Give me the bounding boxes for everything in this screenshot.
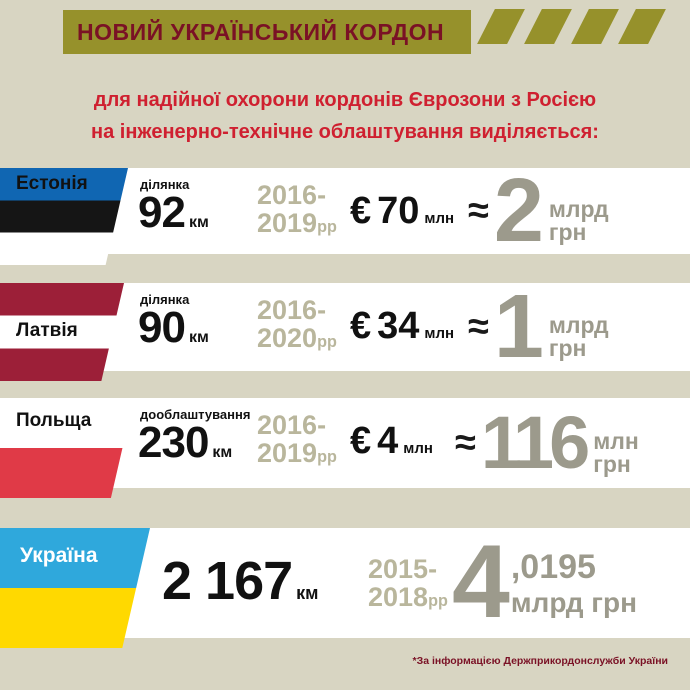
length-unit: км	[296, 583, 319, 603]
length-value: 2 167	[162, 551, 293, 611]
uah-amount: ≈ 1 млрд грн	[468, 276, 609, 377]
length-value: 92	[138, 188, 186, 237]
years-suffix: рр	[317, 332, 337, 351]
uah-unit-1: млрд	[548, 311, 609, 338]
uah-unit: млрд грн	[510, 586, 637, 618]
years-line-1: 2016-	[257, 410, 327, 440]
row-latvia: Латвія ділянка 90 км 2016- 2020рр €34 млн …	[0, 276, 690, 381]
uah-value: 2	[493, 160, 544, 261]
approx-sign: ≈	[468, 305, 489, 348]
euro-symbol: €	[350, 420, 372, 462]
subtitle-line-1: для надійної охорони кордонів Єврозони з…	[93, 89, 597, 111]
section-label: ділянка	[140, 177, 190, 192]
source-note: *За інформацією Держприкордонслужби Укра…	[412, 655, 668, 667]
years-line-2: 2019рр	[257, 207, 337, 238]
years-line-1: 2016-	[257, 180, 327, 210]
euro-unit: млн	[403, 440, 433, 457]
years-end: 2019	[257, 207, 318, 238]
page-title: НОВИЙ УКРАЇНСЬКИЙ КОРДОН	[77, 18, 445, 45]
years-line-2: 2018рр	[368, 581, 448, 612]
years-suffix: рр	[317, 447, 337, 466]
length-value: 230	[138, 418, 209, 467]
euro-symbol: €	[350, 305, 372, 347]
uah-decimal: ,0195	[510, 547, 596, 586]
funding-years: 2016- 2019рр	[257, 180, 337, 238]
row-ukraine: Україна 2 167 км 2015- 2018рр 4 ,0195 млр…	[0, 528, 690, 648]
euro-amount: €70 млн	[350, 190, 454, 233]
border-length: 92 км	[138, 188, 209, 238]
length-value: 90	[138, 303, 186, 352]
stripe-icon	[524, 9, 572, 44]
border-length: 90 км	[138, 303, 209, 353]
years-end: 2018	[368, 581, 429, 612]
euro-amount: €4 млн	[350, 420, 433, 463]
uah-value: 1	[493, 276, 544, 377]
years-end: 2019	[257, 437, 318, 468]
stripe-icon	[571, 9, 619, 44]
years-line-1: 2015-	[368, 554, 438, 584]
country-label: Польща	[16, 410, 92, 431]
section-label: дооблаштування	[140, 407, 251, 422]
uah-unit-1: млн	[593, 427, 639, 454]
country-label: Естонія	[16, 173, 88, 194]
uah-units: млн грн	[593, 427, 639, 477]
stripe-icon	[618, 9, 666, 44]
border-length: 230 км	[138, 418, 232, 468]
funding-years: 2016- 2020рр	[257, 295, 337, 353]
uah-amount: ≈ 116 млн грн	[455, 398, 639, 488]
euro-unit: млн	[424, 325, 455, 342]
approx-sign: ≈	[455, 421, 476, 464]
row-poland: Польща дооблаштування 230 км 2016- 2019рр…	[0, 398, 690, 498]
length-unit: км	[188, 214, 209, 231]
years-suffix: рр	[428, 591, 448, 610]
uah-amount: ≈ 2 млрд грн	[468, 160, 609, 261]
euro-unit: млн	[424, 210, 455, 227]
header-band: НОВИЙ УКРАЇНСЬКИЙ КОРДОН	[63, 10, 471, 54]
uah-value: 4	[452, 524, 510, 641]
uah-units: млрд грн	[548, 195, 609, 245]
stripe-icon	[477, 9, 525, 44]
decor-stripes	[477, 9, 666, 44]
years-end: 2020	[257, 322, 318, 353]
euro-symbol: €	[350, 190, 372, 232]
approx-sign: ≈	[468, 189, 489, 232]
uah-units: млрд грн	[548, 311, 609, 361]
uah-unit-2: грн	[548, 219, 587, 245]
subtitle-line-2: на інженерно-технічне облаштування виділ…	[91, 121, 599, 144]
uah-unit-2: грн	[548, 335, 587, 361]
years-suffix: рр	[317, 217, 337, 236]
euro-value: 4	[377, 420, 399, 462]
uah-value: 116	[480, 400, 590, 484]
euro-value: 70	[377, 190, 420, 232]
section-label: ділянка	[140, 292, 190, 307]
years-line-1: 2016-	[257, 295, 327, 325]
funding-years: 2015- 2018рр	[368, 554, 448, 612]
euro-figure: €4	[350, 420, 398, 462]
euro-amount: €34 млн	[350, 305, 454, 348]
uah-detail: ,0195 млрд грн	[511, 550, 637, 619]
funding-years: 2016- 2019рр	[257, 410, 337, 468]
row-estonia: Естонія ділянка 92 км 2016- 2019рр €70 млн…	[0, 160, 690, 265]
length-unit: км	[212, 444, 233, 461]
uah-amount: 4 ,0195 млрд грн	[452, 528, 637, 638]
euro-figure: €34	[350, 305, 419, 347]
uah-unit-2: грн	[593, 451, 631, 477]
border-length: 2 167 км	[162, 550, 318, 612]
length-unit: км	[188, 329, 209, 346]
years-line-2: 2019рр	[257, 437, 337, 468]
years-line-2: 2020рр	[257, 322, 337, 353]
euro-value: 34	[377, 305, 420, 347]
country-label: Латвія	[16, 320, 78, 341]
country-label: Україна	[20, 544, 98, 567]
subtitle: для надійної охорони кордонів Єврозони з…	[0, 84, 690, 149]
uah-unit-1: млрд	[548, 195, 609, 222]
euro-figure: €70	[350, 190, 419, 232]
